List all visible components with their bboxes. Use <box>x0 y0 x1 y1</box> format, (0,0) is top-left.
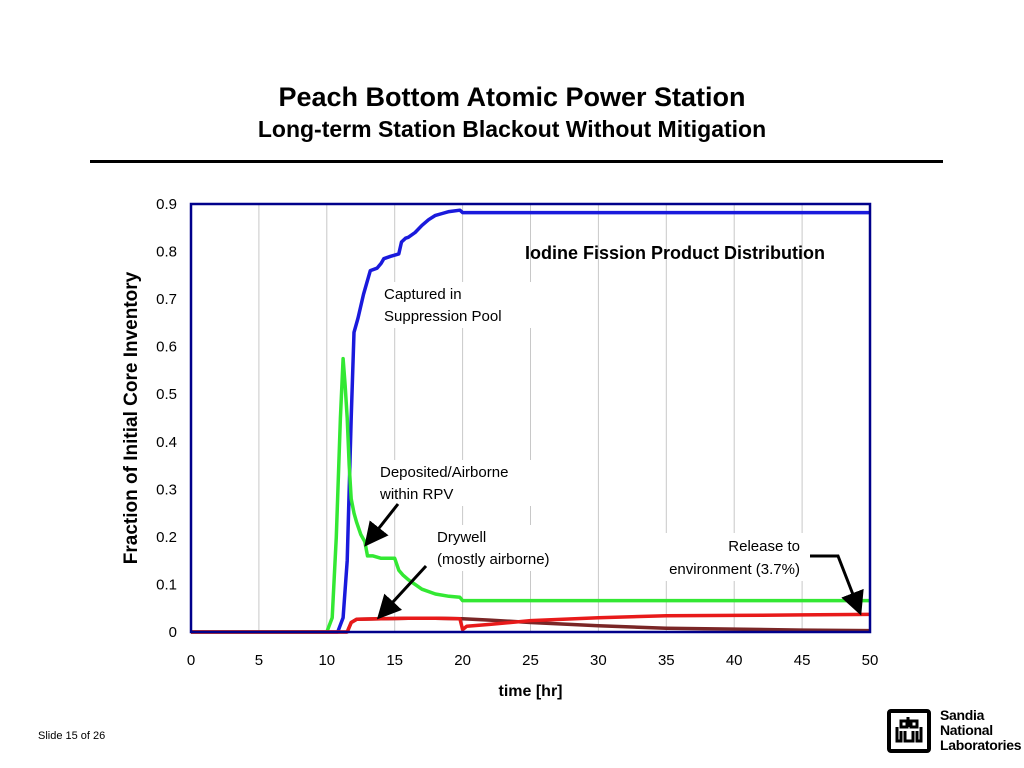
annotation-text: (mostly airborne) <box>437 551 550 568</box>
x-tick-label: 5 <box>255 652 263 669</box>
y-tick-label: 0.9 <box>156 196 177 213</box>
x-tick-label: 25 <box>522 652 539 669</box>
thunderbird-icon <box>887 709 931 753</box>
annotation-box <box>378 282 546 328</box>
y-tick-label: 0.8 <box>156 244 177 261</box>
y-tick-label: 0.3 <box>156 481 177 498</box>
x-axis-label: time [hr] <box>499 683 563 700</box>
slide-title: Peach Bottom Atomic Power Station <box>278 82 746 112</box>
y-tick-label: 0.5 <box>156 386 177 403</box>
y-tick-label: 0 <box>169 624 177 641</box>
x-tick-label: 0 <box>187 652 195 669</box>
chart-title: Iodine Fission Product Distribution <box>525 243 825 263</box>
y-tick-label: 0.7 <box>156 291 177 308</box>
x-tick-label: 30 <box>590 652 607 669</box>
series-line-1 <box>191 208 870 634</box>
y-tick-label: 0.4 <box>156 434 177 451</box>
y-axis-label: Fraction of Initial Core Inventory <box>121 271 142 564</box>
annotation-text: Deposited/Airborne <box>380 464 508 481</box>
annotation-arrow <box>376 564 428 620</box>
y-tick-label: 0.6 <box>156 339 177 356</box>
annotation-text: Drywell <box>437 529 486 546</box>
x-tick-label: 10 <box>318 652 335 669</box>
y-tick-label: 0.1 <box>156 576 177 593</box>
slide-number: Slide 15 of 26 <box>38 730 106 742</box>
annotation-box <box>430 525 578 571</box>
plot-border <box>189 202 872 634</box>
annotation-text: environment (3.7%) <box>669 561 800 578</box>
annotation-text: Suppression Pool <box>384 308 502 325</box>
logo-text: Sandia National Laboratories <box>940 707 1022 753</box>
y-tick-label: 0.2 <box>156 529 177 546</box>
x-tick-label: 35 <box>658 652 675 669</box>
annotation-text: Release to <box>728 538 800 555</box>
annotation-text: Captured in <box>384 286 462 303</box>
series-line-4 <box>191 612 871 634</box>
x-tick-label: 40 <box>726 652 743 669</box>
annotation-arrow <box>364 503 400 547</box>
title-divider <box>90 160 943 163</box>
slide-subtitle: Long-term Station Blackout Without Mitig… <box>257 116 767 142</box>
annotation-arrow <box>810 554 864 616</box>
annotation-text: within RPV <box>379 486 453 503</box>
sandia-logo: Sandia National Laboratories <box>887 706 1022 758</box>
series-line-2 <box>191 356 870 634</box>
x-tick-label: 15 <box>386 652 403 669</box>
x-tick-label: 20 <box>454 652 471 669</box>
x-tick-label: 45 <box>794 652 811 669</box>
annotation-box <box>374 460 546 506</box>
annotation-box <box>634 533 806 581</box>
x-tick-label: 50 <box>862 652 879 669</box>
